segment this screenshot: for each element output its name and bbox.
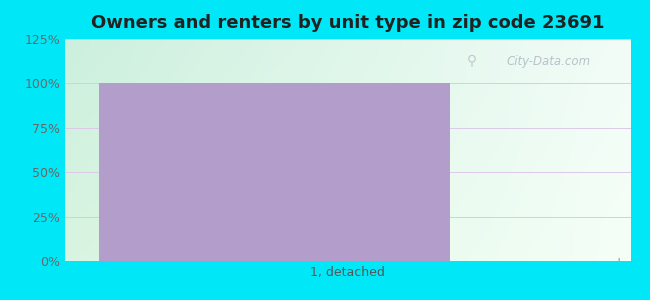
Text: ⚲: ⚲ [467, 54, 477, 68]
Bar [99, 83, 450, 261]
Text: City-Data.com: City-Data.com [506, 55, 590, 68]
Title: Owners and renters by unit type in zip code 23691: Owners and renters by unit type in zip c… [91, 14, 604, 32]
